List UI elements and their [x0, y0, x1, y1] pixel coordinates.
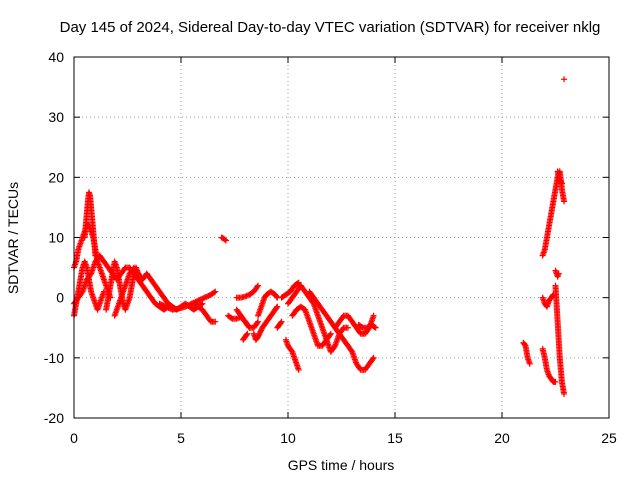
- data-series-segment: [552, 282, 568, 397]
- y-tick-label: 10: [48, 230, 64, 246]
- data-point: [255, 318, 262, 325]
- data-series-segment: [278, 279, 302, 301]
- data-point: [274, 303, 281, 310]
- data-point: [212, 288, 219, 295]
- data-series-segment: [561, 76, 568, 83]
- data-series-segment: [274, 318, 285, 331]
- data-series-segment: [250, 303, 281, 343]
- data-point: [344, 324, 351, 331]
- data-point: [87, 271, 94, 278]
- data-series-segment: [233, 306, 262, 331]
- y-tick-label: -20: [44, 410, 64, 426]
- data-point: [561, 198, 568, 205]
- data-point: [372, 324, 379, 331]
- data-point: [295, 366, 302, 373]
- data-series-segment: [218, 234, 229, 244]
- x-tick-labels: 0 5 10 15 20 25: [70, 430, 617, 446]
- x-tick-label: 15: [387, 430, 403, 446]
- data-series-segment: [282, 336, 302, 373]
- grid: [74, 57, 609, 418]
- x-tick-label: 0: [70, 430, 78, 446]
- chart-title: Day 145 of 2024, Sidereal Day-to-day VTE…: [60, 19, 601, 36]
- data-point: [561, 390, 568, 397]
- data-series-segment: [552, 267, 562, 280]
- data-series-segment: [156, 288, 219, 313]
- data-point: [288, 347, 295, 354]
- y-tick-label: 40: [48, 49, 64, 65]
- data-point: [243, 331, 250, 338]
- data-point: [273, 304, 280, 311]
- data-point: [254, 319, 261, 326]
- data-point: [326, 331, 333, 338]
- data-point: [295, 279, 302, 286]
- y-tick-label: 20: [48, 169, 64, 185]
- data-series-segment: [255, 288, 281, 319]
- data-point: [348, 347, 355, 354]
- data-points: [71, 76, 568, 397]
- data-point: [273, 293, 280, 300]
- data-series-segment: [355, 321, 379, 331]
- x-tick-label: 20: [494, 430, 510, 446]
- data-point: [244, 330, 251, 337]
- data-series-segment: [306, 288, 377, 337]
- data-series-segment: [81, 189, 99, 259]
- data-point: [370, 312, 377, 319]
- data-point: [369, 356, 376, 363]
- data-point: [526, 360, 533, 367]
- data-series-segment: [190, 300, 219, 325]
- data-point: [294, 280, 301, 287]
- y-tick-label: -10: [44, 350, 64, 366]
- data-point: [561, 76, 568, 83]
- data-point: [221, 236, 228, 243]
- data-point: [222, 237, 229, 244]
- data-point: [552, 378, 559, 385]
- data-point: [370, 354, 377, 361]
- data-point: [212, 318, 219, 325]
- data-point: [211, 289, 218, 296]
- data-point: [371, 323, 378, 330]
- data-series-segment: [520, 339, 533, 367]
- data-series-segment: [240, 330, 251, 343]
- data-series-segment: [289, 303, 334, 349]
- data-point: [255, 282, 262, 289]
- data-point: [558, 179, 565, 186]
- y-tick-label: 0: [56, 290, 64, 306]
- data-series-segment: [539, 345, 559, 385]
- data-point: [254, 283, 261, 290]
- y-tick-labels: -20 -10 0 10 20 30 40: [44, 49, 64, 426]
- plot-frame: [73, 56, 610, 419]
- y-axis-label: SDTVAR / TECUs: [5, 182, 21, 294]
- data-series-segment: [554, 168, 565, 187]
- data-series-segment: [233, 282, 262, 301]
- data-point: [277, 319, 284, 326]
- data-series-segment: [332, 324, 377, 373]
- data-point: [327, 330, 334, 337]
- data-point: [555, 270, 562, 277]
- y-tick-label: 30: [48, 109, 64, 125]
- data-point: [278, 318, 285, 325]
- x-axis-label: GPS time / hours: [288, 457, 395, 473]
- x-tick-label: 10: [280, 430, 296, 446]
- data-point: [78, 289, 85, 296]
- data-point: [331, 344, 338, 351]
- x-tick-label: 25: [601, 430, 617, 446]
- data-point: [558, 180, 565, 187]
- x-tick-label: 5: [177, 430, 185, 446]
